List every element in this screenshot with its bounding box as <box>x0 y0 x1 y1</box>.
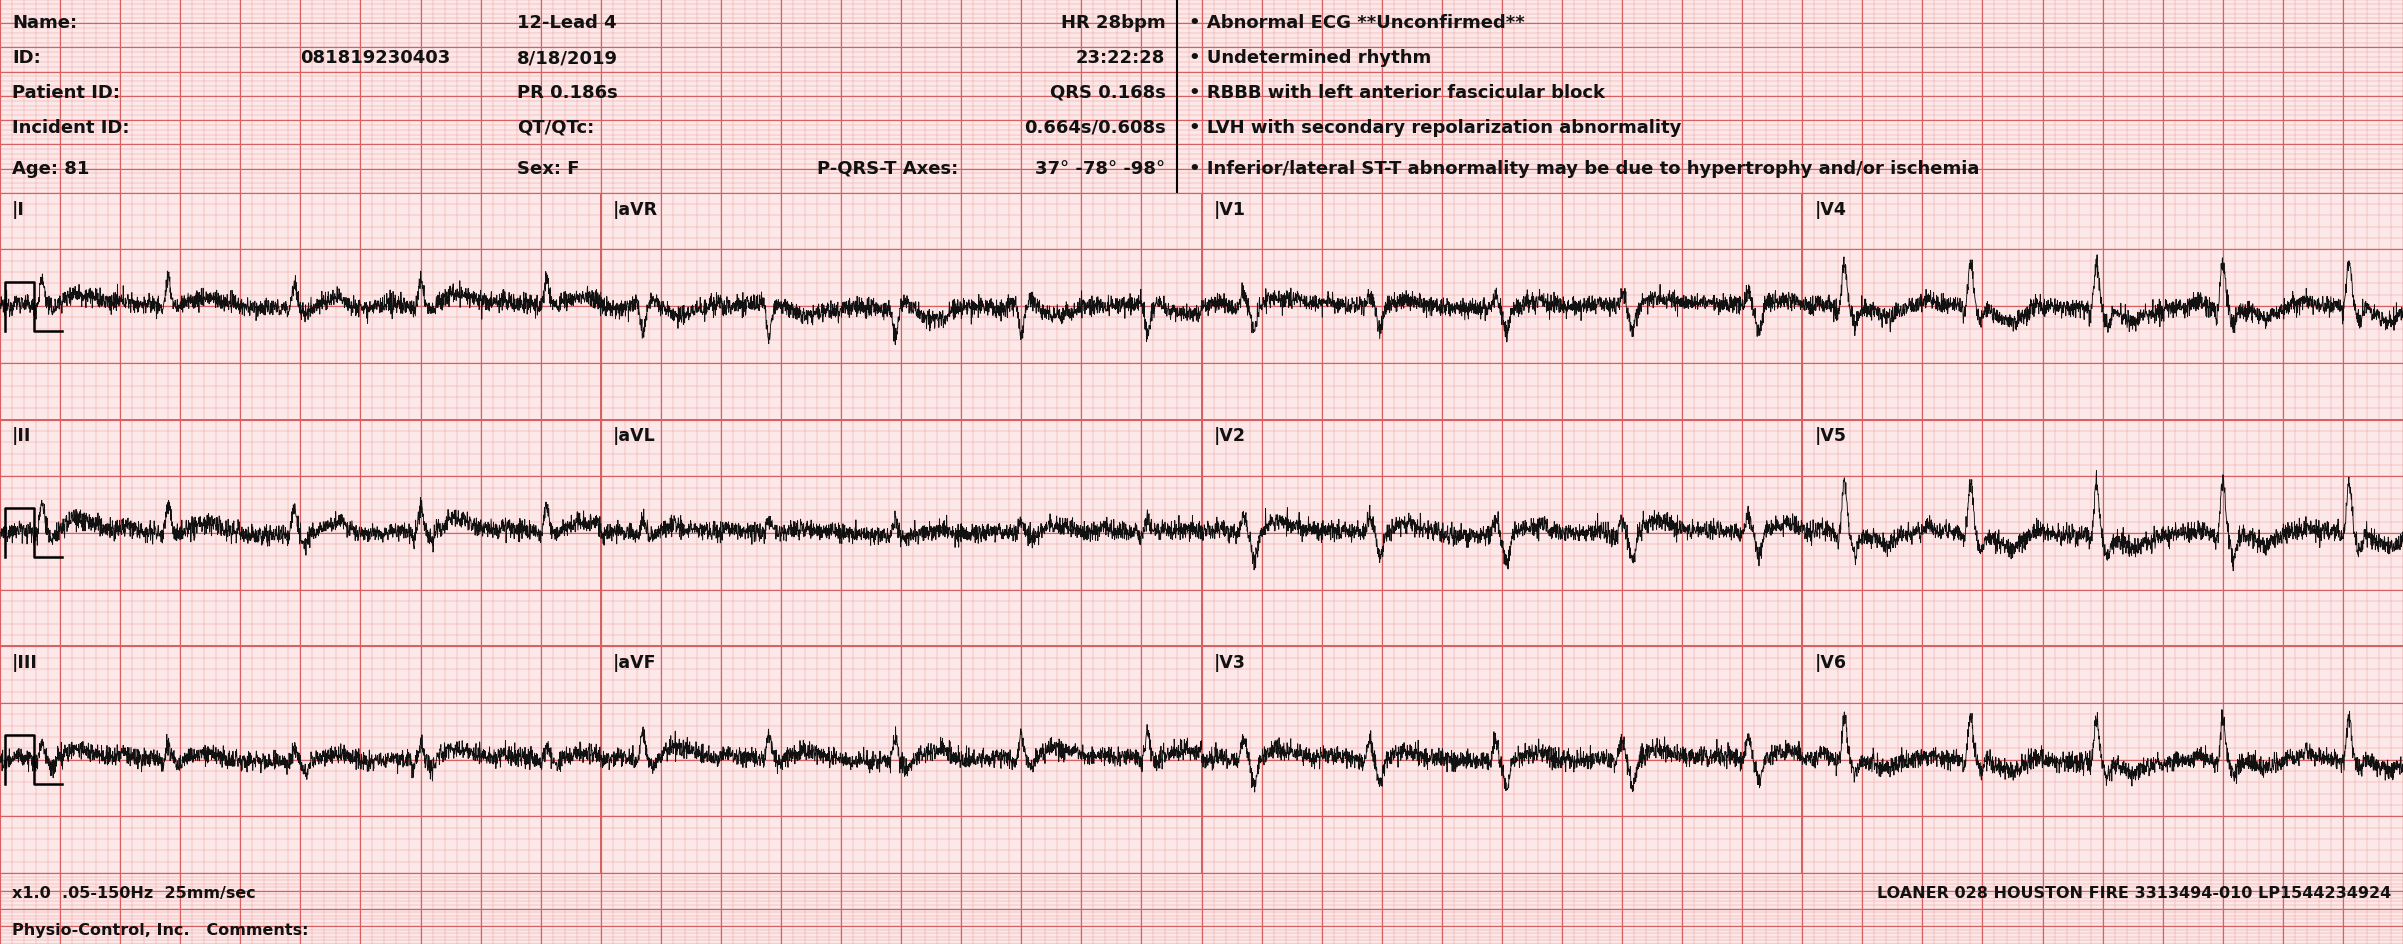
Text: HR 28bpm: HR 28bpm <box>1060 14 1165 32</box>
Text: 0.664s/0.608s: 0.664s/0.608s <box>1024 119 1165 137</box>
Text: |III: |III <box>12 653 38 671</box>
Text: Physio-Control, Inc.   Comments:: Physio-Control, Inc. Comments: <box>12 922 308 937</box>
Text: Name:: Name: <box>12 14 77 32</box>
Text: 8/18/2019: 8/18/2019 <box>517 49 618 67</box>
Text: QT/QTc:: QT/QTc: <box>517 119 594 137</box>
Text: 37° -78° -98°: 37° -78° -98° <box>1036 160 1165 177</box>
Text: • Abnormal ECG **Unconfirmed**: • Abnormal ECG **Unconfirmed** <box>1189 14 1526 32</box>
Text: 081819230403: 081819230403 <box>300 49 452 67</box>
Text: • Inferior/lateral ST-T abnormality may be due to hypertrophy and/or ischemia: • Inferior/lateral ST-T abnormality may … <box>1189 160 1980 177</box>
Text: |V3: |V3 <box>1214 653 1245 671</box>
Text: 23:22:28: 23:22:28 <box>1077 49 1165 67</box>
Text: |V2: |V2 <box>1214 427 1245 445</box>
Text: PR 0.186s: PR 0.186s <box>517 84 618 102</box>
Text: ID:: ID: <box>12 49 41 67</box>
Text: x1.0  .05-150Hz  25mm/sec: x1.0 .05-150Hz 25mm/sec <box>12 885 255 901</box>
Text: • Undetermined rhythm: • Undetermined rhythm <box>1189 49 1432 67</box>
Text: • RBBB with left anterior fascicular block: • RBBB with left anterior fascicular blo… <box>1189 84 1605 102</box>
Text: P-QRS-T Axes:: P-QRS-T Axes: <box>817 160 959 177</box>
Text: QRS 0.168s: QRS 0.168s <box>1050 84 1165 102</box>
Text: • LVH with secondary repolarization abnormality: • LVH with secondary repolarization abno… <box>1189 119 1682 137</box>
Text: Age: 81: Age: 81 <box>12 160 89 177</box>
Text: |V6: |V6 <box>1814 653 1846 671</box>
Text: Sex: F: Sex: F <box>517 160 579 177</box>
Text: LOANER 028 HOUSTON FIRE 3313494-010 LP1544234924: LOANER 028 HOUSTON FIRE 3313494-010 LP15… <box>1877 885 2391 901</box>
Text: |V1: |V1 <box>1214 200 1245 218</box>
Text: |V5: |V5 <box>1814 427 1846 445</box>
Text: |aVF: |aVF <box>613 653 656 671</box>
Text: |V4: |V4 <box>1814 200 1846 218</box>
Text: 12-Lead 4: 12-Lead 4 <box>517 14 615 32</box>
Text: Patient ID:: Patient ID: <box>12 84 120 102</box>
Text: Incident ID:: Incident ID: <box>12 119 130 137</box>
Text: |aVL: |aVL <box>613 427 656 445</box>
Text: |I: |I <box>12 200 24 218</box>
Text: |II: |II <box>12 427 31 445</box>
Text: |aVR: |aVR <box>613 200 658 218</box>
